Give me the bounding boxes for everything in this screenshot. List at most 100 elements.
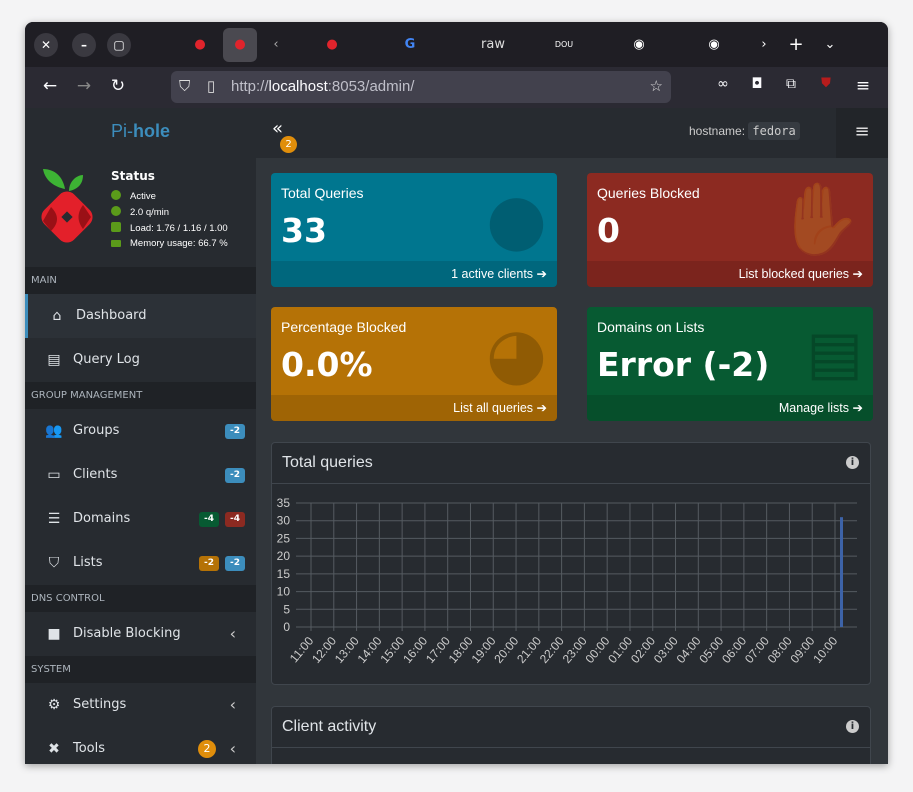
blocked-queries-link[interactable]: List blocked queries ➔ [587,261,873,287]
section-group-management: GROUP MANAGEMENT [25,382,256,409]
tab-scroll-left[interactable]: ‹ [273,37,279,52]
tab-github-1[interactable]: ◉ [633,37,645,52]
sidebar-item-lists[interactable]: ⛉ Lists -2 -2 [25,541,256,585]
x-tick-label: 10:00 [810,634,840,666]
tab-pihole-1[interactable]: ● [194,37,206,52]
all-queries-link[interactable]: List all queries ➔ [271,395,557,421]
sidebar-item-tools[interactable]: ✖ Tools 2 ‹ [25,727,256,764]
clients-badge: -2 [225,468,245,483]
x-tick-label: 18:00 [446,634,476,666]
app-menu-icon[interactable]: ≡ [855,76,871,96]
y-tick-label: 35 [277,496,291,510]
forward-button[interactable]: → [76,76,92,96]
lists-badge-b: -2 [225,556,245,571]
sidebar-item-settings[interactable]: ⚙ Settings ‹ [25,683,256,727]
ublock-icon[interactable]: ⛊ [821,76,831,91]
y-tick-label: 25 [277,531,291,545]
back-button[interactable]: ← [42,76,58,96]
chevron-left-icon: ‹ [229,624,236,643]
private-mask-icon[interactable]: ∞ [717,76,729,92]
chart-title: Total queries [272,443,870,484]
x-tick-label: 09:00 [787,634,817,666]
notification-badge[interactable]: 2 [280,136,297,153]
status-panel: Status Active 2.0 q/min Load: 1.76 / 1.1… [25,157,256,267]
memory-icon [111,240,121,247]
tab-dou[interactable]: DOU [554,40,574,49]
x-tick-label: 12:00 [309,634,339,666]
cpu-icon [111,222,121,232]
x-tick-label: 13:00 [332,634,362,666]
url-path: :8053/admin/ [327,78,415,95]
sidebar: Pi-hole Status Active 2.0 q/min Load: 1.… [25,108,256,764]
tab-list-chevron-icon[interactable]: ⌄ [824,37,836,52]
x-tick-label: 02:00 [628,634,658,666]
sidebar-item-groups[interactable]: 👥 Groups -2 [25,409,256,453]
tab-pihole-2[interactable]: ● [326,37,338,52]
menu-toggle-button[interactable]: ≡ [836,108,888,158]
stop-icon: ■ [47,626,61,642]
maximize-button[interactable]: ▢ [107,33,131,57]
domains-allow-badge: -4 [199,512,219,527]
card-percentage-blocked: ◕ Percentage Blocked 0.0% List all queries … [271,307,557,421]
sidebar-item-clients[interactable]: ▭ Clients -2 [25,453,256,497]
shield-icon[interactable]: ⛉ [179,78,191,95]
hostname: hostname: fedora [689,122,800,140]
x-tick-label: 03:00 [651,634,681,666]
screenshot-camera-icon[interactable]: ◘ [751,76,763,92]
browser-window: ✕ – ▢ ● ● ‹ ● G raw DOU ◉ ◉ › + ⌄ ← → ↻ … [25,22,888,764]
sidebar-item-query-log[interactable]: ▤ Query Log [25,338,256,382]
x-tick-label: 05:00 [696,634,726,666]
url-bar[interactable]: ⛉ ▯ http://localhost:8053/admin/ ☆ [171,71,671,103]
close-window-button[interactable]: ✕ [34,33,58,57]
info-icon[interactable]: i [846,720,859,733]
info-icon[interactable]: i [846,456,859,469]
tab-pihole-active[interactable]: ● [223,28,257,62]
y-tick-label: 30 [277,514,291,528]
y-tick-label: 20 [277,549,291,563]
y-tick-label: 5 [283,602,290,616]
pihole-logo-icon [41,169,93,243]
manage-lists-link[interactable]: Manage lists ➔ [587,395,873,421]
card-domains-on-lists: ▤ Domains on Lists Error (-2) Manage lists … [587,307,873,421]
tab-google[interactable]: G [404,37,416,52]
x-tick-label: 00:00 [582,634,612,666]
x-tick-label: 04:00 [674,634,704,666]
sidebar-item-domains[interactable]: ☰ Domains -4 -4 [25,497,256,541]
status-load: Load: 1.76 / 1.16 / 1.00 [111,222,228,234]
globe-icon: ● [485,178,547,260]
brand-logo[interactable]: Pi-hole [110,121,170,141]
tools-badge: 2 [198,740,216,758]
minimize-button[interactable]: – [72,33,96,57]
nav-toolbar: ← → ↻ ⛉ ▯ http://localhost:8053/admin/ ☆… [25,67,888,108]
hand-icon: ✋ [775,178,863,260]
active-dot-icon [111,190,121,200]
hostname-value: fedora [748,122,800,140]
x-tick-label: 16:00 [400,634,430,666]
x-tick-label: 01:00 [605,634,635,666]
tab-scroll-right[interactable]: › [761,37,767,52]
bookmark-star-icon[interactable]: ☆ [649,78,663,95]
active-clients-link[interactable]: 1 active clients ➔ [271,261,557,287]
domains-deny-badge: -4 [225,512,245,527]
tab-github-2[interactable]: ◉ [708,37,720,52]
tab-raw[interactable]: raw [481,37,505,52]
x-tick-label: 22:00 [537,634,567,666]
client-activity-box: Client activity i [271,706,871,764]
x-tick-label: 19:00 [469,634,499,666]
reload-button[interactable]: ↻ [110,76,126,96]
status-active: Active [111,190,156,202]
tab-bar: ✕ – ▢ ● ● ‹ ● G raw DOU ◉ ◉ › + ⌄ [25,22,888,67]
extensions-icon[interactable]: ⧉ [786,76,796,92]
shield-icon: ⛉ [48,555,60,571]
sidebar-item-disable-blocking[interactable]: ■ Disable Blocking ‹ [25,612,256,656]
tools-icon: ✖ [48,741,60,757]
url-host: localhost [268,78,328,95]
x-tick-label: 07:00 [742,634,772,666]
status-rate: 2.0 q/min [111,206,169,218]
x-tick-label: 14:00 [355,634,385,666]
collapse-sidebar-button[interactable]: « [272,118,284,139]
total-queries-chart: 0510152025303511:0012:0013:0014:0015:001… [277,496,857,666]
new-tab-button[interactable]: + [788,34,804,55]
sidebar-item-dashboard[interactable]: ⌂ Dashboard [25,294,256,338]
total-queries-box: Total queries i 0 5 10 15 20 25 30 35 11:00 12:00… [271,442,871,685]
